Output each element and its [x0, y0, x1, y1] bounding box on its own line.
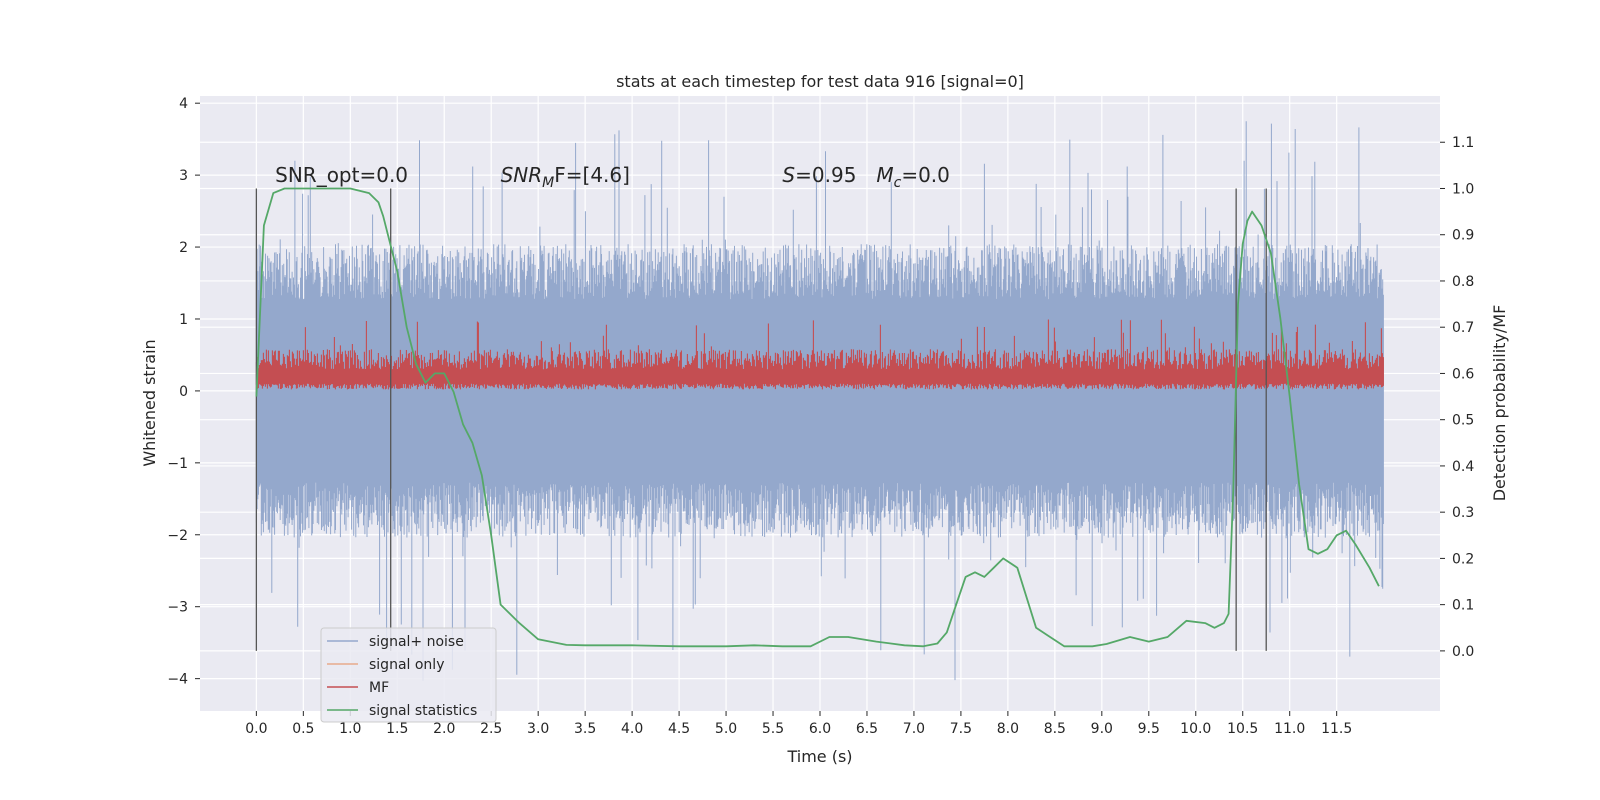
right-y-tick-label: 1.1 — [1452, 135, 1474, 151]
y-tick-label: −4 — [167, 672, 188, 688]
y-tick-label: 3 — [179, 168, 188, 184]
vertical-markers — [255, 188, 1267, 651]
x-tick-label: 6.0 — [809, 721, 831, 737]
right-y-tick-label: 0.9 — [1452, 228, 1474, 244]
y-tick-label: 1 — [179, 312, 188, 328]
x-tick-label: 8.5 — [1044, 721, 1066, 737]
x-tick-label: 1.5 — [386, 721, 408, 737]
y-tick-label: −3 — [167, 600, 188, 616]
legend-label-mf: MF — [369, 680, 389, 696]
right-y-tick-label: 0.8 — [1452, 274, 1474, 290]
y-tick-label: 0 — [179, 384, 188, 400]
legend-label-signal-only: signal only — [369, 657, 444, 673]
annotation: SNR_opt=0.0 — [275, 163, 408, 187]
x-tick-label: 11.0 — [1274, 721, 1305, 737]
x-axis-ticks: 0.0 0.5 1.0 1.5 2.0 2.5 3.0 3.5 4.0 4.5 5.0 5.5 6.0 6… — [245, 711, 1352, 737]
x-tick-label: 3.5 — [574, 721, 596, 737]
legend-label-signal-noise: signal+ noise — [369, 634, 464, 650]
legend: signal+ noise signal only MF signal stat… — [320, 627, 497, 723]
annotation: S=0.95 — [782, 163, 856, 187]
right-y-tick-label: 0.5 — [1452, 413, 1474, 429]
x-tick-label: 10.0 — [1180, 721, 1211, 737]
x-tick-label: 8.0 — [997, 721, 1019, 737]
right-y-tick-label: 0.2 — [1452, 551, 1474, 567]
x-tick-label: 1.0 — [339, 721, 361, 737]
x-tick-label: 4.5 — [668, 721, 690, 737]
x-tick-label: 10.5 — [1227, 721, 1258, 737]
right-y-tick-label: 0.4 — [1452, 459, 1474, 475]
legend-label-signal-statistics: signal statistics — [369, 703, 477, 719]
x-tick-label: 6.5 — [856, 721, 878, 737]
legend-box — [320, 627, 497, 723]
signal-statistics-line — [255, 187, 1380, 648]
right-y-tick-label: 0.0 — [1452, 644, 1474, 660]
x-tick-label: 0.5 — [292, 721, 314, 737]
right-y-axis-ticks: 1.1 1.0 0.9 0.8 0.7 0.6 0.5 0.4 0.3 0.2 0.1 0.0 — [1440, 135, 1474, 660]
x-tick-label: 9.0 — [1091, 721, 1113, 737]
x-tick-label: 3.0 — [527, 721, 549, 737]
right-y-axis-title: Detection probability/MF — [1490, 305, 1509, 502]
right-y-tick-label: 0.7 — [1452, 320, 1474, 336]
x-tick-label: 2.0 — [433, 721, 455, 737]
right-y-tick-label: 0.6 — [1452, 366, 1474, 382]
y-tick-label: 2 — [179, 240, 188, 256]
annotations: SNR_opt=0.0 SNRMF=[4.6] S=0.95 Mc=0.0 — [275, 163, 950, 191]
y-tick-label: −1 — [167, 456, 188, 472]
x-tick-label: 11.5 — [1321, 721, 1352, 737]
right-y-tick-label: 0.3 — [1452, 505, 1474, 521]
right-y-tick-label: 0.1 — [1452, 598, 1474, 614]
annotation: Mc=0.0 — [876, 163, 950, 191]
x-tick-label: 5.0 — [715, 721, 737, 737]
y-tick-label: −2 — [167, 528, 188, 544]
chart-title: stats at each timestep for test data 916… — [616, 72, 1024, 91]
x-tick-label: 9.5 — [1138, 721, 1160, 737]
x-tick-label: 5.5 — [762, 721, 784, 737]
x-tick-label: 7.0 — [903, 721, 925, 737]
y-tick-label: 4 — [179, 96, 188, 112]
x-tick-label: 4.0 — [621, 721, 643, 737]
x-axis-title: Time (s) — [786, 747, 852, 766]
series-signal-statistics — [255, 187, 1380, 648]
x-tick-label: 0.0 — [245, 721, 267, 737]
x-tick-label: 2.5 — [480, 721, 502, 737]
y-axis-title: Whitened strain — [140, 339, 159, 466]
annotation: SNRMF=[4.6] — [501, 163, 630, 191]
right-y-tick-label: 1.0 — [1452, 181, 1474, 197]
x-tick-label: 7.5 — [950, 721, 972, 737]
y-axis-ticks: 4 3 2 1 0 −1 −2 −3 −4 — [167, 96, 200, 688]
